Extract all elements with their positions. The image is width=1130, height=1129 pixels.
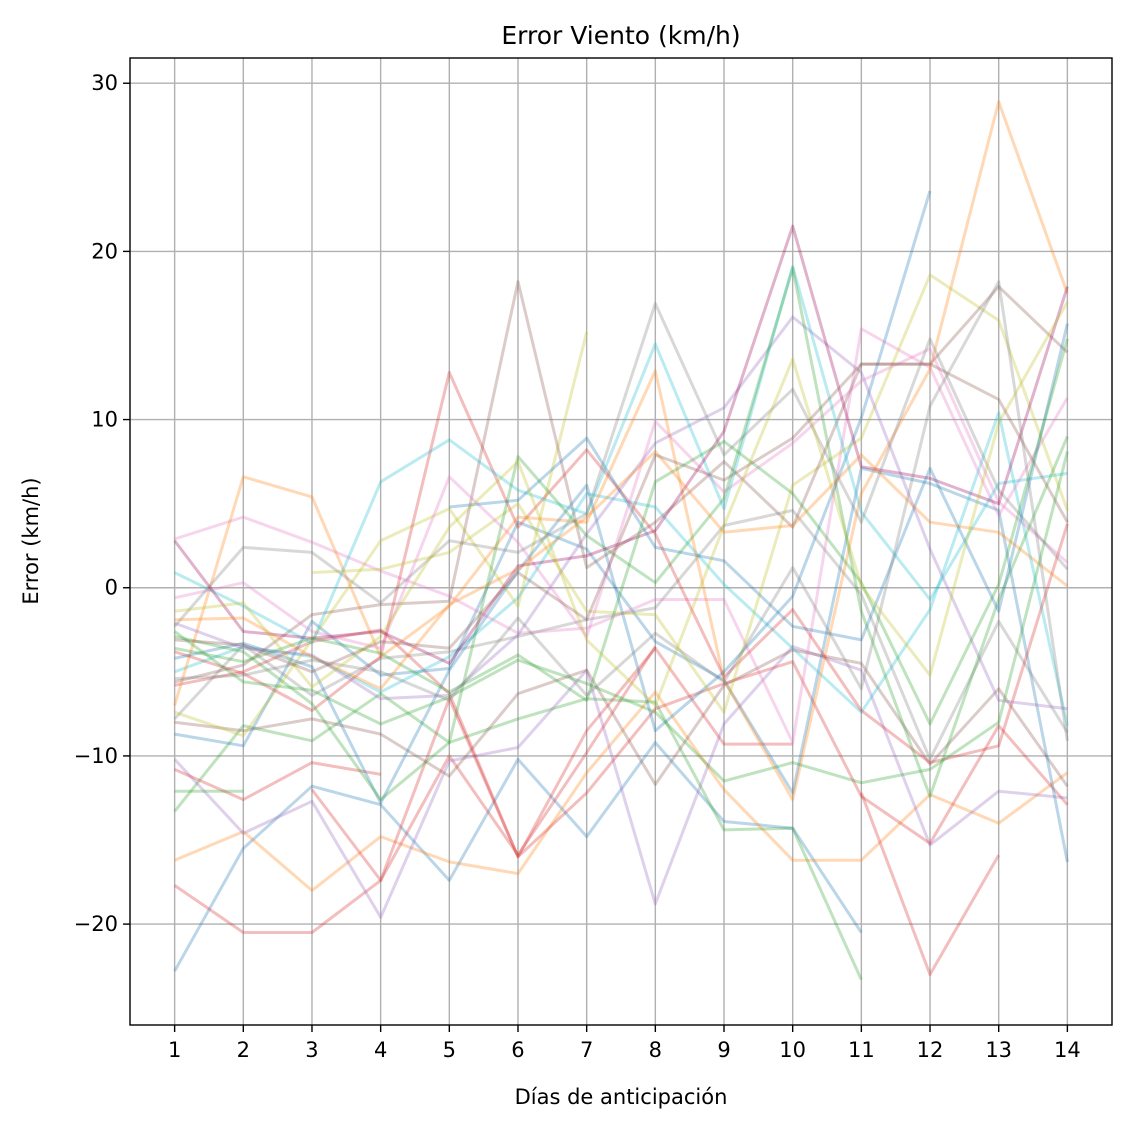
y-tick-label: 20 — [91, 239, 118, 263]
series-line-27 — [449, 323, 1069, 642]
y-tick-label: 30 — [91, 71, 118, 95]
series-line-17 — [174, 371, 1069, 765]
x-tick-label: 9 — [717, 1038, 730, 1062]
series-line-16 — [173, 100, 1069, 802]
series-line-32 — [174, 362, 1069, 674]
series-line-3 — [859, 792, 1001, 976]
grid-lines — [130, 58, 1112, 1025]
series-line-5 — [173, 645, 1068, 919]
series-line-1 — [173, 741, 863, 972]
series-line-14 — [174, 331, 589, 738]
x-tick-label: 4 — [374, 1038, 387, 1062]
series-line-31 — [174, 301, 1069, 707]
x-tick-label: 10 — [779, 1038, 806, 1062]
series-line-12 — [173, 508, 1069, 761]
x-axis-label: Días de anticipación — [515, 1085, 728, 1109]
series-line-23 — [173, 265, 1068, 645]
series-line-26 — [173, 224, 1069, 665]
series-line-2 — [174, 690, 1069, 892]
series-line-30 — [174, 280, 1069, 742]
series-line-15 — [174, 327, 1069, 744]
x-tick-label: 1 — [168, 1038, 181, 1062]
series-line-11 — [174, 466, 1069, 863]
y-tick-label: 10 — [91, 408, 118, 432]
y-tick-label: −10 — [74, 744, 118, 768]
x-tick-label: 2 — [237, 1038, 250, 1062]
series-line-28 — [174, 338, 1069, 726]
y-axis-label: Error (km/h) — [19, 477, 43, 604]
series-line-22 — [174, 347, 1069, 650]
x-tick-label: 6 — [511, 1038, 524, 1062]
x-tick-label: 11 — [848, 1038, 875, 1062]
x-tick-label: 7 — [580, 1038, 593, 1062]
series-line-3 — [173, 645, 657, 934]
series-line-20 — [174, 315, 1068, 711]
x-tick-label: 8 — [649, 1038, 662, 1062]
y-axis-ticks: 30 20 10 0 −10 −20 — [74, 71, 130, 936]
series-line-21 — [174, 280, 1069, 684]
x-axis-ticks: 1 2 3 4 5 6 7 8 9 10 11 12 13 14 — [168, 1025, 1081, 1062]
series-line-9 — [174, 648, 1069, 788]
series-line-25 — [173, 302, 1069, 628]
series-line-10 — [174, 628, 1069, 859]
series-line-19 — [311, 273, 1069, 714]
series-line-4 — [173, 692, 863, 981]
x-tick-label: 12 — [917, 1038, 944, 1062]
series-line-8 — [310, 646, 793, 882]
x-tick-label: 3 — [305, 1038, 318, 1062]
y-tick-label: −20 — [74, 912, 118, 936]
x-tick-label: 13 — [985, 1038, 1012, 1062]
series-group — [173, 100, 1069, 981]
series-line-29 — [174, 450, 1069, 691]
y-tick-label: 0 — [105, 576, 118, 600]
series-line-33 — [173, 451, 1069, 785]
x-tick-label: 14 — [1054, 1038, 1081, 1062]
series-line-13 — [174, 411, 1069, 727]
chart-title: Error Viento (km/h) — [501, 21, 740, 50]
plot-frame — [129, 57, 1113, 1026]
series-line-24 — [174, 266, 1069, 802]
series-line-6 — [173, 761, 381, 802]
x-tick-label: 5 — [443, 1038, 456, 1062]
series-line-18 — [174, 190, 932, 805]
